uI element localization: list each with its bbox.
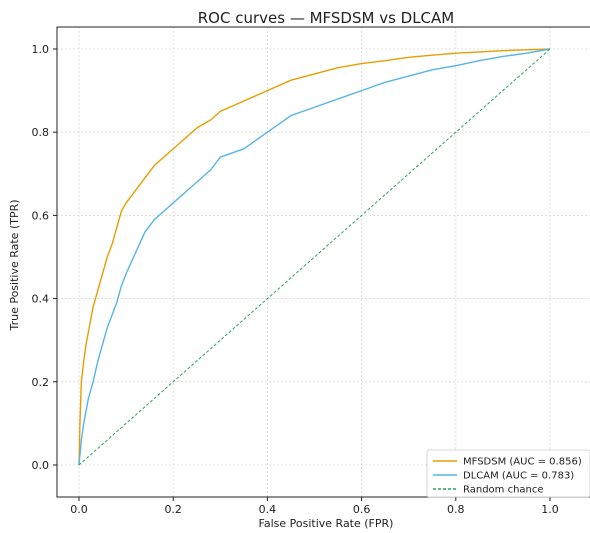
x-tick-label: 0.6 — [353, 503, 371, 516]
legend-entry: Random chance — [463, 485, 544, 496]
x-tick-label: 0.8 — [447, 503, 465, 516]
series-line-2 — [78, 48, 551, 466]
y-tick-label: 1.0 — [32, 43, 50, 56]
legend-entry: MFSDSM (AUC = 0.856) — [463, 457, 582, 468]
x-tick-label: 0.0 — [70, 503, 88, 516]
legend: MFSDSM (AUC = 0.856) DLCAM (AUC = 0.783) R… — [426, 449, 590, 498]
axis-ticks: 0.0 0.2 0.4 0.6 0.8 1.0 0.0 0.2 0.4 0.6 0.8 1.0 — [32, 43, 559, 516]
legend-entry: DLCAM (AUC = 0.783) — [463, 471, 574, 482]
grid — [57, 27, 590, 497]
y-tick-label: 0.4 — [32, 293, 50, 306]
plot-frame — [56, 26, 590, 498]
chart-title: ROC curves — MFSDSM vs DLCAM — [198, 9, 455, 27]
series-lines — [78, 48, 551, 466]
x-axis-label: False Positive Rate (FPR) — [259, 517, 394, 530]
y-tick-label: 0.8 — [32, 126, 50, 139]
y-axis-label: True Positive Rate (TPR) — [8, 199, 21, 331]
y-tick-label: 0.6 — [32, 209, 50, 222]
legend-box — [426, 449, 590, 498]
x-tick-label: 1.0 — [541, 503, 559, 516]
y-tick-label: 0.2 — [32, 376, 50, 389]
x-tick-label: 0.2 — [164, 503, 182, 516]
x-tick-label: 0.4 — [259, 503, 277, 516]
y-tick-label: 0.0 — [32, 459, 50, 472]
series-line-1 — [78, 48, 551, 466]
series-line-0 — [78, 48, 551, 466]
